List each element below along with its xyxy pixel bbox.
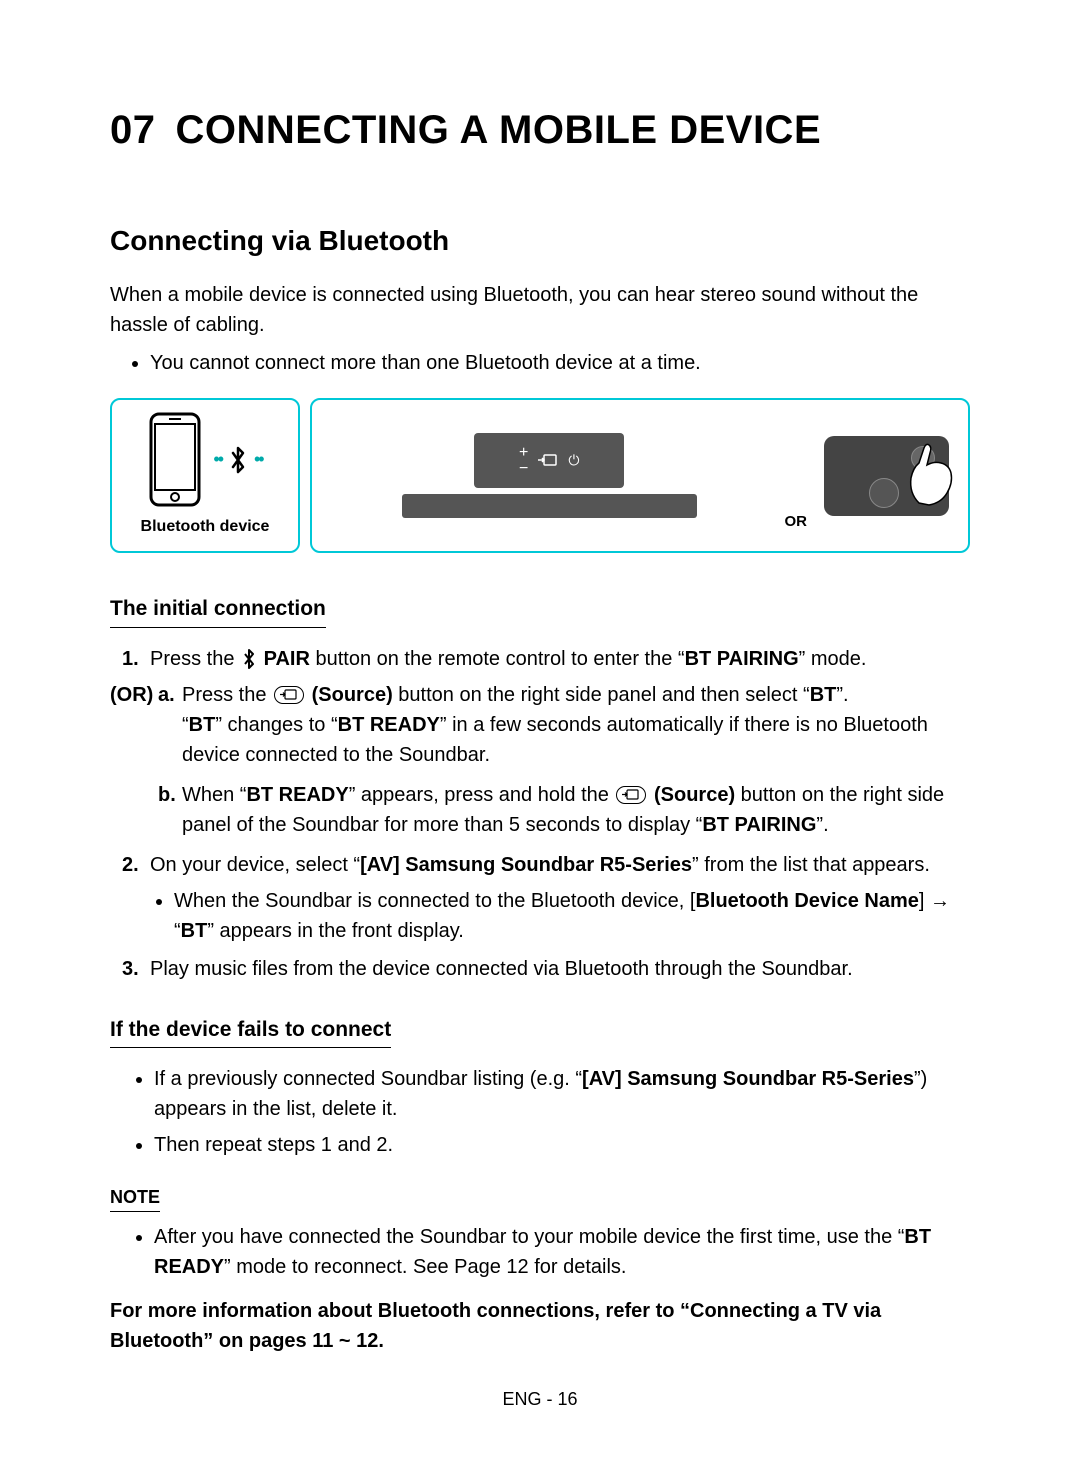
step-2: 2. On your device, select “[AV] Samsung … <box>110 850 970 880</box>
bluetooth-icon <box>228 445 248 475</box>
reference-text: For more information about Bluetooth con… <box>110 1296 970 1356</box>
step-2-bullet: When the Soundbar is connected to the Bl… <box>110 886 970 946</box>
diagram-row: •• •• Bluetooth device +− ⏻ O <box>110 398 970 553</box>
initial-connection-heading: The initial connection <box>110 593 326 628</box>
remote-illustration <box>819 428 954 523</box>
soundbar-illustration: +− ⏻ <box>326 433 773 518</box>
page-footer: ENG - 16 <box>110 1386 970 1413</box>
note-item: After you have connected the Soundbar to… <box>154 1222 970 1282</box>
hand-icon <box>899 433 959 508</box>
step-1: 1. Press the PAIR button on the remote c… <box>110 644 970 674</box>
fails-list: If a previously connected Soundbar listi… <box>110 1064 970 1160</box>
or-label: OR <box>785 511 808 534</box>
intro-text: When a mobile device is connected using … <box>110 280 970 340</box>
step-or-b: b. When “BT READY” appears, press and ho… <box>110 780 970 840</box>
step-or-a: (OR) a. Press the (Source) button on the… <box>110 680 970 770</box>
note-list: After you have connected the Soundbar to… <box>110 1222 970 1282</box>
source-icon <box>538 453 558 469</box>
step-3: 3. Play music files from the device conn… <box>110 954 970 984</box>
diagram-bluetooth-device: •• •• Bluetooth device <box>110 398 300 553</box>
intro-bullet: You cannot connect more than one Bluetoo… <box>150 348 970 378</box>
intro-bullet-list: You cannot connect more than one Bluetoo… <box>110 348 970 378</box>
bluetooth-pair-icon <box>242 649 256 669</box>
bluetooth-device-label: Bluetooth device <box>141 515 270 539</box>
soundbar-control-panel: +− ⏻ <box>474 433 624 488</box>
chapter-title-text: CONNECTING A MOBILE DEVICE <box>176 108 822 152</box>
source-button-icon <box>274 686 304 704</box>
fails-item-2: Then repeat steps 1 and 2. <box>154 1130 970 1160</box>
fails-heading: If the device fails to connect <box>110 1014 391 1049</box>
section-title: Connecting via Bluetooth <box>110 220 970 262</box>
chapter-title: 07 CONNECTING A MOBILE DEVICE <box>110 100 970 160</box>
fails-item-1: If a previously connected Soundbar listi… <box>154 1064 970 1124</box>
chapter-number: 07 <box>110 108 156 152</box>
diagram-soundbar-remote: +− ⏻ OR <box>310 398 970 553</box>
bluetooth-signal: •• •• <box>213 445 262 475</box>
source-button-icon <box>616 786 646 804</box>
signal-dots-right: •• <box>254 446 263 473</box>
phone-icon <box>147 412 203 507</box>
signal-dots-left: •• <box>213 446 222 473</box>
note-label: NOTE <box>110 1184 160 1212</box>
soundbar-body <box>402 494 697 518</box>
